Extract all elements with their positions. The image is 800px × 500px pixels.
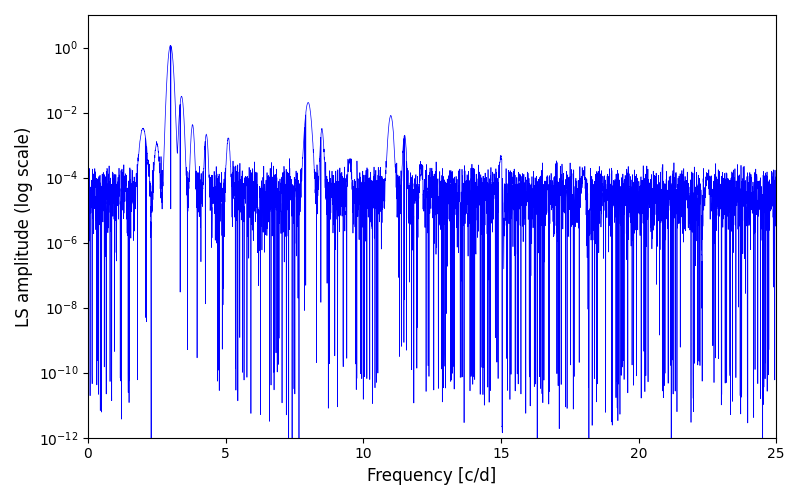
X-axis label: Frequency [c/d]: Frequency [c/d] [367,467,497,485]
Y-axis label: LS amplitude (log scale): LS amplitude (log scale) [15,126,33,326]
